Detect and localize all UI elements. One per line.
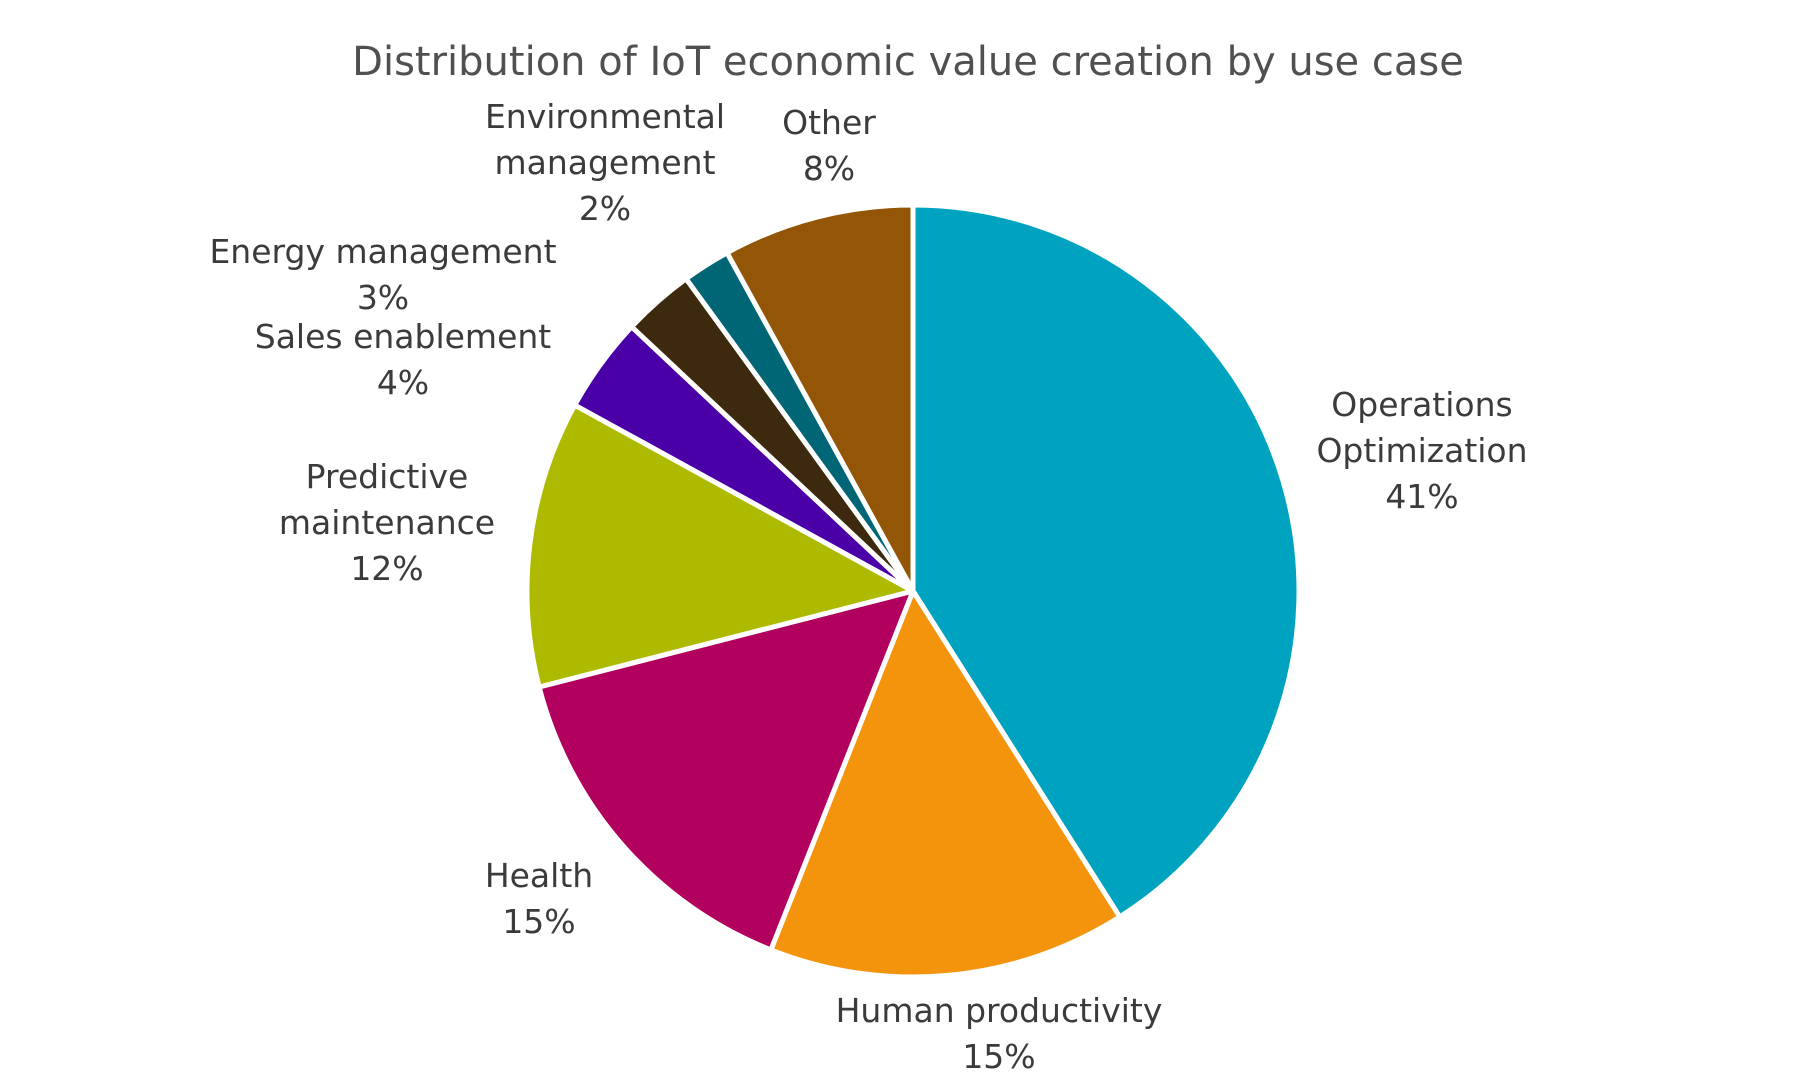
slice-name-label: Sales enablement [255,317,552,356]
slice-label-other: Other 8% [782,103,876,188]
chart-title: Distribution of IoT economic value creat… [352,39,1464,85]
slice-label-energy-management: Energy management 3% [209,232,556,317]
slice-name-label: Optimization [1316,431,1527,470]
slice-value-label: 3% [357,278,409,317]
slice-name-label: Predictive [306,457,469,496]
slice-label-sales-enablement: Sales enablement 4% [255,317,552,402]
slice-name-label: management [494,143,715,182]
slice-label-operations-optimization: Operations Optimization 41% [1316,385,1527,516]
slice-value-label: 12% [350,549,423,588]
slice-name-label: Other [782,103,876,142]
slice-label-predictive-maintenance: Predictive maintenance 12% [279,457,495,588]
slice-label-human-productivity: Human productivity 15% [836,991,1163,1076]
slice-name-label: Human productivity [836,991,1163,1030]
slice-value-label: 41% [1385,477,1458,516]
slice-name-label: Environmental [485,97,725,136]
slice-value-label: 2% [579,189,631,228]
slice-value-label: 8% [803,149,855,188]
slice-name-label: Energy management [209,232,556,271]
slice-name-label: Health [485,856,593,895]
slice-value-label: 15% [962,1037,1035,1076]
slice-labels: Operations Optimization 41% Human productiv… [209,97,1527,1076]
slice-value-label: 15% [502,902,575,941]
slice-name-label: Operations [1331,385,1512,424]
slice-label-health: Health 15% [485,856,593,941]
pie-slices [524,202,1302,980]
pie-slice-other [724,202,916,594]
slice-name-label: maintenance [279,503,495,542]
slice-value-label: 4% [377,363,429,402]
slice-label-environmental-management: Environmental management 2% [485,97,725,228]
pie-slice-human-productivity [768,588,1123,980]
pie-slice-health [536,588,916,953]
pie-slice-predictive-maintenance [524,402,916,690]
